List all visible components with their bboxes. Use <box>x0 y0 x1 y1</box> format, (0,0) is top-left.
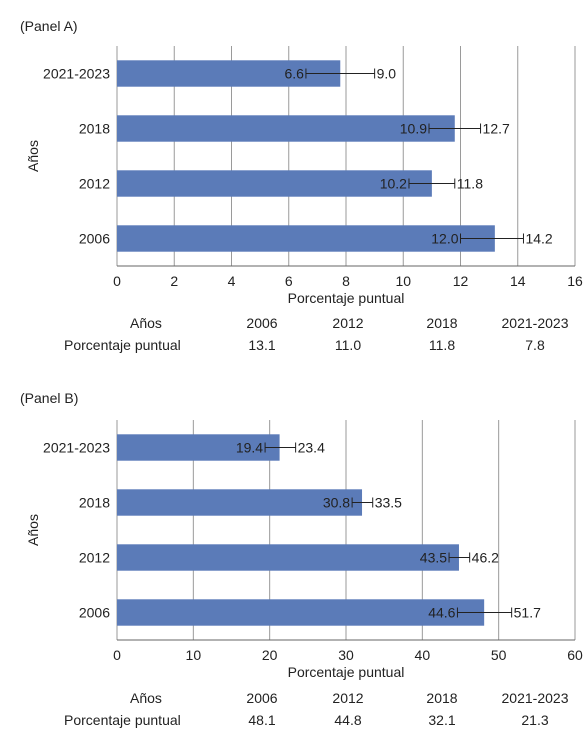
panel-a-ci-upper-label-0: 9.0 <box>377 66 397 82</box>
panel-b-ci-upper-label-0: 23.4 <box>298 440 325 456</box>
panel-b-ci-lower-label-2: 43.5 <box>420 550 447 566</box>
panel-b-category-label-0: 2021-2023 <box>43 440 110 456</box>
panel-a-table-value-2: 11.0 <box>334 337 362 353</box>
panel-b-table: Años 2006 2012 2018 2021-2023 Porcentaje… <box>0 690 587 734</box>
panel-a-bar-1 <box>117 115 455 142</box>
panel-a-xtick-label-8: 16 <box>567 273 583 289</box>
panel-b-bar-2 <box>117 544 459 571</box>
panel-b-x-axis-title: Porcentaje puntual <box>288 664 405 680</box>
panel-a-table-value-row: Porcentaje puntual 13.1 11.0 11.8 7.8 <box>0 337 587 359</box>
panel-b-category-label-1: 2018 <box>79 495 110 511</box>
panel-a-category-label-1: 2018 <box>79 121 110 137</box>
panel-a-bar-2 <box>117 170 432 197</box>
panel-a-ci-upper-label-3: 14.2 <box>525 231 552 247</box>
panel-b-category-label-2: 2012 <box>79 550 110 566</box>
panel-a-table-col-1: 2006 <box>246 315 278 331</box>
panel-a-y-axis-title: Años <box>25 140 41 172</box>
panel-b-xtick-label-0: 0 <box>113 647 121 663</box>
panel-a-xtick-label-4: 8 <box>342 273 350 289</box>
panel-b-bar-0 <box>117 434 280 461</box>
panel-b-table-row-label: Porcentaje puntual <box>64 712 181 728</box>
panel-b-bar-1 <box>117 489 363 516</box>
panel-b-ci-lower-label-3: 44.6 <box>428 605 455 621</box>
panel-b-table-value-1: 48.1 <box>248 712 276 728</box>
panel-a-bar-3 <box>117 225 495 252</box>
panel-a-table-header-row: Años 2006 2012 2018 2021-2023 <box>0 315 587 337</box>
panel-b-table-col-1: 2006 <box>246 690 278 706</box>
panel-a-ci-upper-label-1: 12.7 <box>483 121 510 137</box>
panel-a-x-axis-title: Porcentaje puntual <box>288 290 405 306</box>
panel-a-table-col-2: 2012 <box>332 315 364 331</box>
panel-a-table: Años 2006 2012 2018 2021-2023 Porcentaje… <box>0 315 587 359</box>
panel-a-label: (Panel A) <box>20 18 78 34</box>
panel-a-table-col-3: 2018 <box>426 315 458 331</box>
panel-b-table-value-4: 21.3 <box>521 712 549 728</box>
panel-b-table-value-row: Porcentaje puntual 48.1 44.8 32.1 21.3 <box>0 712 587 734</box>
panel-b-xtick-label-3: 30 <box>338 647 354 663</box>
panel-b-label: (Panel B) <box>20 390 79 406</box>
panel-b-xtick-label-5: 50 <box>491 647 507 663</box>
panel-a-table-row-label: Porcentaje puntual <box>64 337 181 353</box>
panel-b-table-header-row: Años 2006 2012 2018 2021-2023 <box>0 690 587 712</box>
panel-b-table-value-3: 32.1 <box>428 712 456 728</box>
panel-b-xtick-label-1: 10 <box>186 647 202 663</box>
panel-a-ci-lower-label-2: 10.2 <box>380 176 407 192</box>
panel-b-xtick-label-4: 40 <box>415 647 431 663</box>
panel-a-table-value-3: 11.8 <box>428 337 456 353</box>
panel-a-ci-lower-label-1: 10.9 <box>400 121 427 137</box>
panel-b-table-col-4: 2021-2023 <box>501 690 569 706</box>
panel-b-table-value-2: 44.8 <box>334 712 362 728</box>
panel-a-category-label-3: 2006 <box>79 231 110 247</box>
panel-a-xtick-label-5: 10 <box>395 273 411 289</box>
panel-a-xtick-label-2: 4 <box>228 273 236 289</box>
panel-a-table-value-1: 13.1 <box>248 337 276 353</box>
panel-a-xtick-label-6: 12 <box>453 273 469 289</box>
panel-a-xtick-label-3: 6 <box>285 273 293 289</box>
panel-a-ci-upper-label-2: 11.8 <box>457 176 483 192</box>
panel-b-ci-lower-label-1: 30.8 <box>323 495 350 511</box>
panel-b-ci-lower-label-0: 19.4 <box>236 440 263 456</box>
panel-b-table-col-2: 2012 <box>332 690 364 706</box>
panel-b-xtick-label-2: 20 <box>262 647 278 663</box>
panel-a-xtick-label-0: 0 <box>113 273 121 289</box>
panel-b-bar-3 <box>117 599 485 626</box>
panel-b-ci-upper-label-1: 33.5 <box>375 495 402 511</box>
panel-a-category-label-0: 2021-2023 <box>43 66 110 82</box>
panel-a-xtick-label-7: 14 <box>510 273 526 289</box>
panel-a-ci-lower-label-0: 6.6 <box>284 66 304 82</box>
panel-a-table-col-4: 2021-2023 <box>501 315 569 331</box>
panel-a-bar-0 <box>117 60 341 87</box>
panel-b-xtick-label-6: 60 <box>567 647 583 663</box>
panel-b-table-header-label: Años <box>130 690 162 706</box>
panel-b-table-col-3: 2018 <box>426 690 458 706</box>
panel-b-category-label-3: 2006 <box>79 605 110 621</box>
panel-a-xtick-label-1: 2 <box>170 273 178 289</box>
panel-b-y-axis-title: Años <box>25 514 41 546</box>
panel-a-table-header-label: Años <box>130 315 162 331</box>
panel-a-ci-lower-label-3: 12.0 <box>431 231 458 247</box>
panel-b-ci-upper-label-3: 51.7 <box>514 605 541 621</box>
panel-a-category-label-2: 2012 <box>79 176 110 192</box>
panel-a-table-value-4: 7.8 <box>525 337 545 353</box>
panel-b-ci-upper-label-2: 46.2 <box>472 550 499 566</box>
